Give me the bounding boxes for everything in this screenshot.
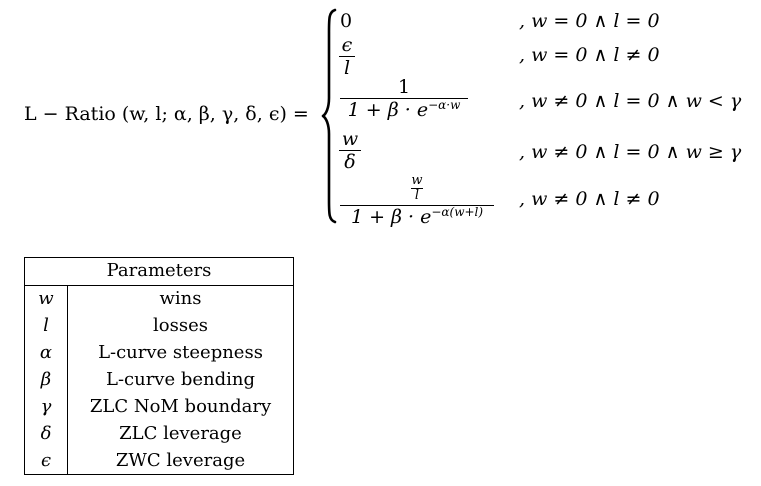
param-description: L-curve bending	[67, 366, 294, 394]
case-5-exponent: −α(w+l)	[431, 205, 484, 219]
case-5-denominator: 1 + β · e	[350, 206, 432, 228]
param-description: ZWC leverage	[67, 447, 294, 476]
table-row: l losses	[24, 312, 294, 340]
table-row: ϵ ZWC leverage	[24, 447, 294, 476]
fraction-bar	[339, 150, 361, 151]
case-5-inner-denominator: l	[414, 188, 420, 203]
fraction-bar	[340, 98, 468, 99]
table-row: γ ZLC NoM boundary	[24, 393, 294, 421]
case-4-condition: , w ≠ 0 ∧ l = 0 ∧ w ≥ γ	[519, 141, 742, 163]
parameters-table: Parameters w wins l losses α L-curve ste…	[24, 257, 294, 476]
case-5-fraction: w l 1 + β · e−α(w+l)	[340, 170, 494, 230]
case-2-denominator: l	[343, 57, 351, 79]
param-description: wins	[67, 284, 294, 313]
case-2-fraction: ϵ l	[339, 34, 355, 79]
case-5-inner-numerator: w	[411, 173, 423, 188]
case-3-condition: , w ≠ 0 ∧ l = 0 ∧ w < γ	[519, 90, 742, 112]
param-symbol: l	[24, 312, 68, 340]
table-row: β L-curve bending	[24, 366, 294, 394]
fraction-bar	[411, 188, 423, 189]
param-description: losses	[67, 312, 294, 340]
case-5-inner-fraction: w l	[411, 173, 423, 203]
fraction-bar	[339, 56, 355, 57]
param-symbol: β	[24, 366, 68, 394]
case-1-condition: , w = 0 ∧ l = 0	[519, 10, 660, 32]
parameters-header: Parameters	[24, 257, 294, 286]
case-4-fraction: w δ	[339, 128, 361, 173]
case-2-numerator: ϵ	[341, 34, 353, 56]
param-description: ZLC leverage	[67, 420, 294, 448]
table-row: α L-curve steepness	[24, 339, 294, 367]
case-4-denominator: δ	[344, 151, 356, 173]
case-3-fraction: 1 1 + β · e−α·w	[340, 76, 468, 123]
param-description: L-curve steepness	[67, 339, 294, 367]
case-brace	[321, 8, 337, 224]
case-1-value: 0	[340, 10, 353, 32]
param-symbol: γ	[24, 393, 68, 421]
table-row: δ ZLC leverage	[24, 420, 294, 448]
case-3-exponent: −α·w	[428, 98, 461, 112]
case-3-denominator: 1 + β · e	[347, 99, 429, 121]
param-description: ZLC NoM boundary	[67, 393, 294, 421]
param-symbol: α	[24, 339, 68, 367]
param-symbol: w	[24, 284, 68, 313]
fraction-bar	[340, 205, 494, 206]
case-3-numerator: 1	[397, 76, 411, 98]
table-row: w wins	[24, 284, 294, 313]
case-2-condition: , w = 0 ∧ l ≠ 0	[519, 44, 660, 66]
param-symbol: δ	[24, 420, 68, 448]
case-5-condition: , w ≠ 0 ∧ l ≠ 0	[519, 188, 660, 210]
equation-lhs: L − Ratio (w, l; α, β, γ, δ, ϵ) =	[24, 103, 309, 125]
param-symbol: ϵ	[24, 447, 68, 476]
case-4-numerator: w	[341, 128, 359, 150]
